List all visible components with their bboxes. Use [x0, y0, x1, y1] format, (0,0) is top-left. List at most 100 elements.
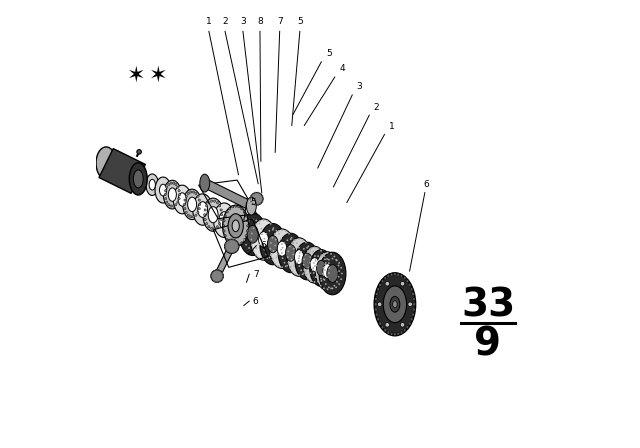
- Ellipse shape: [137, 150, 141, 154]
- Ellipse shape: [292, 254, 294, 255]
- Ellipse shape: [312, 267, 314, 269]
- Ellipse shape: [330, 253, 332, 255]
- Ellipse shape: [282, 247, 284, 249]
- Ellipse shape: [374, 297, 377, 301]
- Ellipse shape: [216, 202, 218, 204]
- Ellipse shape: [301, 273, 303, 275]
- Ellipse shape: [285, 245, 296, 261]
- Ellipse shape: [376, 293, 378, 296]
- Ellipse shape: [245, 223, 247, 224]
- Ellipse shape: [305, 271, 307, 273]
- Ellipse shape: [235, 240, 237, 242]
- Ellipse shape: [330, 288, 332, 289]
- Ellipse shape: [251, 233, 253, 234]
- Ellipse shape: [313, 272, 315, 274]
- Ellipse shape: [306, 273, 308, 275]
- Ellipse shape: [303, 264, 305, 266]
- Ellipse shape: [400, 323, 404, 327]
- Ellipse shape: [338, 276, 339, 278]
- Ellipse shape: [287, 265, 288, 267]
- Ellipse shape: [197, 195, 199, 198]
- Ellipse shape: [213, 270, 215, 272]
- Ellipse shape: [298, 238, 300, 240]
- Ellipse shape: [252, 193, 253, 195]
- Ellipse shape: [222, 275, 224, 277]
- Ellipse shape: [413, 308, 415, 311]
- Ellipse shape: [390, 273, 393, 276]
- Ellipse shape: [213, 280, 215, 282]
- Ellipse shape: [393, 301, 397, 308]
- Ellipse shape: [317, 279, 319, 281]
- Ellipse shape: [246, 197, 256, 215]
- Ellipse shape: [291, 241, 293, 243]
- Ellipse shape: [243, 228, 245, 229]
- Ellipse shape: [205, 223, 208, 225]
- Ellipse shape: [413, 297, 415, 301]
- Ellipse shape: [185, 195, 188, 198]
- Ellipse shape: [319, 252, 346, 295]
- Ellipse shape: [326, 276, 328, 278]
- Ellipse shape: [155, 177, 171, 203]
- Ellipse shape: [412, 293, 414, 296]
- Ellipse shape: [204, 214, 205, 216]
- Ellipse shape: [232, 244, 234, 246]
- Ellipse shape: [232, 252, 234, 254]
- Ellipse shape: [268, 236, 278, 253]
- Ellipse shape: [255, 220, 257, 221]
- Ellipse shape: [184, 199, 186, 201]
- Ellipse shape: [284, 262, 285, 263]
- Ellipse shape: [320, 250, 322, 252]
- Text: 5: 5: [297, 17, 303, 26]
- Ellipse shape: [184, 203, 186, 206]
- Ellipse shape: [326, 289, 328, 290]
- Ellipse shape: [250, 219, 276, 260]
- Ellipse shape: [305, 254, 307, 255]
- Ellipse shape: [216, 269, 218, 271]
- Ellipse shape: [285, 230, 287, 232]
- Ellipse shape: [133, 170, 143, 188]
- Ellipse shape: [235, 205, 237, 207]
- Polygon shape: [214, 250, 232, 277]
- Ellipse shape: [291, 237, 292, 239]
- Ellipse shape: [320, 278, 322, 280]
- Ellipse shape: [172, 205, 175, 207]
- Ellipse shape: [324, 258, 326, 260]
- Ellipse shape: [338, 283, 340, 285]
- Ellipse shape: [235, 251, 237, 253]
- Ellipse shape: [224, 246, 226, 247]
- Ellipse shape: [379, 322, 381, 325]
- Ellipse shape: [328, 286, 330, 288]
- Ellipse shape: [284, 242, 285, 244]
- Ellipse shape: [292, 242, 294, 244]
- Ellipse shape: [325, 283, 326, 285]
- Ellipse shape: [178, 193, 186, 206]
- Ellipse shape: [278, 233, 280, 235]
- Ellipse shape: [379, 284, 381, 287]
- Ellipse shape: [296, 242, 298, 244]
- Ellipse shape: [270, 223, 271, 225]
- Ellipse shape: [287, 238, 311, 276]
- Ellipse shape: [214, 203, 235, 237]
- Ellipse shape: [306, 247, 308, 249]
- Ellipse shape: [211, 270, 223, 282]
- Ellipse shape: [320, 255, 322, 257]
- Ellipse shape: [168, 183, 170, 185]
- Ellipse shape: [278, 265, 279, 267]
- Ellipse shape: [214, 227, 216, 229]
- Text: 4: 4: [339, 65, 345, 73]
- Ellipse shape: [229, 252, 231, 254]
- Ellipse shape: [198, 202, 207, 217]
- Ellipse shape: [298, 247, 300, 249]
- Ellipse shape: [252, 203, 253, 205]
- Ellipse shape: [309, 262, 311, 263]
- Ellipse shape: [374, 303, 377, 306]
- Ellipse shape: [376, 313, 378, 316]
- Ellipse shape: [264, 249, 266, 250]
- Ellipse shape: [259, 257, 260, 259]
- Ellipse shape: [377, 288, 380, 291]
- Text: 7: 7: [253, 270, 259, 279]
- Ellipse shape: [288, 263, 290, 265]
- Ellipse shape: [403, 277, 406, 280]
- Ellipse shape: [96, 147, 116, 179]
- Text: 5: 5: [250, 198, 256, 207]
